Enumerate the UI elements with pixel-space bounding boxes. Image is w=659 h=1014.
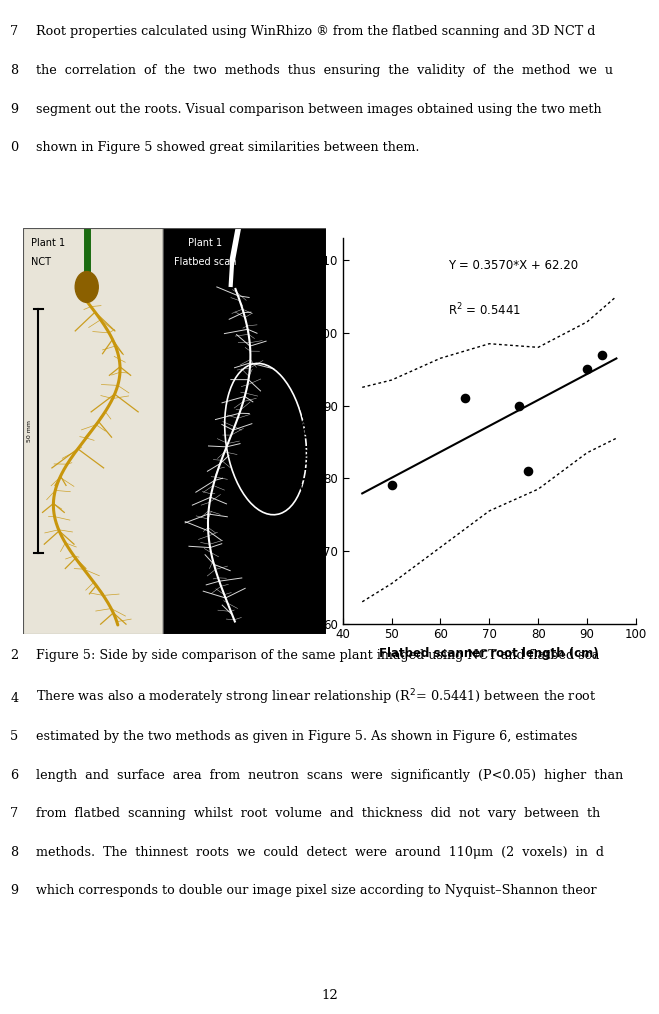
Text: 6: 6 [11,769,18,782]
Text: There was also a moderately strong linear relationship (R$^2$= 0.5441) between t: There was also a moderately strong linea… [36,687,596,708]
Text: length  and  surface  area  from  neutron  scans  were  significantly  (P<0.05) : length and surface area from neutron sca… [36,769,623,782]
Text: 50 mm: 50 mm [27,420,32,442]
Text: from  flatbed  scanning  whilst  root  volume  and  thickness  did  not  vary  b: from flatbed scanning whilst root volume… [36,807,600,820]
Text: 2: 2 [11,649,18,662]
Text: Figure 5: Side by side comparison of the same plant imaged using NCT and flatbed: Figure 5: Side by side comparison of the… [36,649,600,662]
Text: 7: 7 [11,807,18,820]
Y-axis label: NCT root length (cm): NCT root length (cm) [300,361,312,501]
X-axis label: Flatbed scanner root length (cm): Flatbed scanner root length (cm) [380,647,599,660]
Point [459,390,470,407]
Bar [163,228,326,634]
Text: R$^2$ = 0.5441: R$^2$ = 0.5441 [448,302,521,318]
Circle shape [75,272,98,302]
Text: 12: 12 [321,989,338,1002]
Point [596,347,607,363]
Text: 5: 5 [10,730,18,743]
Text: 4: 4 [11,692,18,705]
Point [523,462,534,479]
Text: Y = 0.3570*X + 62.20: Y = 0.3570*X + 62.20 [448,260,579,273]
Text: Plant 1: Plant 1 [31,238,65,248]
Text: the  correlation  of  the  two  methods  thus  ensuring  the  validity  of  the : the correlation of the two methods thus … [36,64,614,77]
Text: 0: 0 [11,141,18,154]
Text: 8: 8 [11,64,18,77]
Text: shown in Figure 5 showed great similarities between them.: shown in Figure 5 showed great similarit… [36,141,420,154]
Text: Plant 1: Plant 1 [188,238,222,248]
Point [582,361,592,377]
Text: methods.  The  thinnest  roots  we  could  detect  were  around  110μm  (2  voxe: methods. The thinnest roots we could det… [36,846,604,859]
Text: NCT: NCT [31,257,51,267]
Text: which corresponds to double our image pixel size according to Nyquist–Shannon th: which corresponds to double our image pi… [36,884,597,897]
Text: 8: 8 [11,846,18,859]
Text: 9: 9 [11,102,18,116]
Text: segment out the roots. Visual comparison between images obtained using the two m: segment out the roots. Visual comparison… [36,102,602,116]
Point [386,478,397,494]
Text: estimated by the two methods as given in Figure 5. As shown in Figure 6, estimat: estimated by the two methods as given in… [36,730,578,743]
Point [513,397,524,414]
Text: 7: 7 [11,25,18,39]
Bar [23,228,163,634]
Text: 9: 9 [11,884,18,897]
Text: Root properties calculated using WinRhizo ® from the flatbed scanning and 3D NCT: Root properties calculated using WinRhiz… [36,25,596,39]
Text: Flatbed scan: Flatbed scan [174,257,236,267]
